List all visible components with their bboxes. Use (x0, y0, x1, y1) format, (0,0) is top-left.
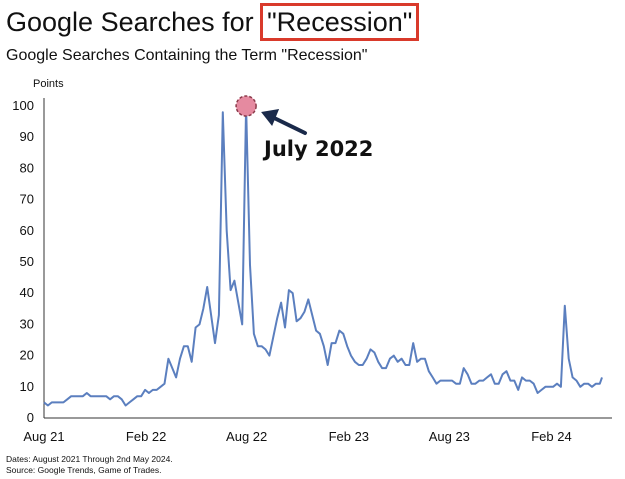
footnote-source: Source: Google Trends, Game of Trades. (6, 465, 162, 475)
y-tick-label: 100 (12, 98, 34, 113)
x-tick-label: Aug 22 (226, 429, 267, 444)
x-tick-label: Aug 23 (429, 429, 470, 444)
annotation-group: July 2022 (235, 95, 373, 161)
y-tick-label: 0 (27, 410, 34, 425)
y-axis-label: Points (33, 78, 64, 90)
x-ticks: Aug 21 Feb 22 Aug 22 Feb 23 Aug 23 Feb 24 (23, 429, 571, 444)
y-ticks: 0 10 20 30 40 50 60 70 80 90 100 (12, 98, 34, 425)
chart-title-prefix: Google Searches for (6, 7, 254, 37)
y-tick-label: 10 (20, 379, 34, 394)
y-tick-label: 50 (20, 254, 34, 269)
y-tick-label: 40 (20, 285, 34, 300)
chart-subtitle: Google Searches Containing the Term "Rec… (6, 47, 368, 64)
y-tick-label: 20 (20, 348, 34, 363)
footnotes: Dates: August 2021 Through 2nd May 2024.… (6, 454, 173, 476)
y-tick-label: 70 (20, 192, 34, 207)
series-group (43, 105, 603, 407)
y-tick-label: 80 (20, 160, 34, 175)
chart-title-highlight: "Recession" (260, 3, 420, 41)
annotation-arrow-shaft (268, 114, 307, 135)
footnote-dates: Dates: August 2021 Through 2nd May 2024. (6, 454, 173, 464)
x-tick-label: Aug 21 (23, 429, 64, 444)
chart-title: Google Searches for "Recession" (6, 2, 420, 42)
annotation-marker (235, 95, 257, 117)
x-tick-label: Feb 23 (329, 429, 369, 444)
y-tick-label: 90 (20, 129, 34, 144)
x-tick-label: Feb 22 (126, 429, 166, 444)
y-tick-label: 60 (20, 223, 34, 238)
annotation-arrow-head (261, 109, 280, 126)
y-tick-label: 30 (20, 316, 34, 331)
series-line (43, 105, 603, 407)
chart-axes (43, 98, 612, 419)
annotation-label: July 2022 (262, 137, 373, 161)
x-tick-label: Feb 24 (531, 429, 571, 444)
